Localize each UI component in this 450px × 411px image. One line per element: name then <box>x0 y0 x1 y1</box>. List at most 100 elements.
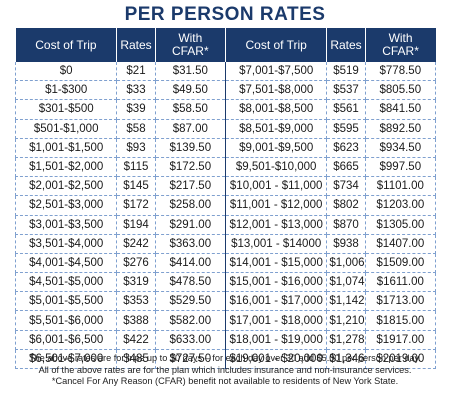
cfar-rate-left: $31.50 <box>155 62 226 82</box>
rates-table: Cost of Trip Rates With CFAR* Cost of Tri… <box>14 28 437 370</box>
cfar-rate-left: $87.00 <box>155 119 226 139</box>
rate-right: $734 <box>326 176 366 197</box>
cfar-rate-left: $172.50 <box>155 157 226 178</box>
cost-right: $12,001 - $13,000 <box>224 215 328 235</box>
cfar-rate-left: $414.00 <box>155 253 226 274</box>
header-cfar-line1: With <box>388 31 413 45</box>
rate-right: $1,278 <box>326 330 366 350</box>
cost-left: $1-$300 <box>14 80 118 101</box>
rate-left: $21 <box>116 62 156 82</box>
rate-right: $1,006 <box>326 253 366 274</box>
table-row: $5,501-$6,000 $388 $582.00 $17,001 - $18,00… <box>14 310 437 331</box>
rate-right: $1,210 <box>326 310 366 331</box>
header-cost-of-trip-left: Cost of Trip <box>15 28 118 62</box>
table-row: $4,001-$4,500 $276 $414.00 $14,001 - $15,00… <box>14 253 437 274</box>
rate-right: $519 <box>326 62 366 82</box>
rate-left: $485 <box>116 349 156 370</box>
rate-left: $58 <box>116 119 156 139</box>
table-row: $2,001-$2,500 $145 $217.50 $10,001 - $11,00… <box>14 176 437 197</box>
cost-right: $18,001 - $19,000 <box>224 330 328 350</box>
cfar-rate-right: $1101.00 <box>365 176 437 197</box>
cfar-rate-left: $139.50 <box>155 138 226 158</box>
cost-right: $7,001-$7,500 <box>224 62 328 82</box>
footnotes: The above rates are for trips up to 30 d… <box>0 353 450 388</box>
cost-right: $7,501-$8,000 <box>224 80 328 101</box>
cfar-rate-right: $805.50 <box>365 80 437 101</box>
cfar-rate-right: $1611.00 <box>365 272 437 293</box>
cfar-rate-right: $1203.00 <box>365 195 437 216</box>
cfar-rate-left: $58.50 <box>155 99 226 120</box>
rate-left: $145 <box>116 176 156 197</box>
cost-right: $15,001 - $16,000 <box>224 272 328 293</box>
cost-left: $5,501-$6,000 <box>14 310 118 331</box>
cfar-rate-left: $363.00 <box>155 234 226 254</box>
rate-left: $242 <box>116 234 156 254</box>
cost-left: $4,001-$4,500 <box>14 253 118 274</box>
header-cfar-left: With CFAR* <box>155 28 226 62</box>
cost-left: $3,001-$3,500 <box>14 215 118 235</box>
cost-right: $16,001 - $17,000 <box>224 291 328 312</box>
header-rates-right: Rates <box>326 28 366 62</box>
header-cfar-right: With CFAR* <box>365 28 436 62</box>
cfar-rate-left: $633.00 <box>155 330 226 350</box>
table-row: $5,001-$5,500 $353 $529.50 $16,001 - $17,00… <box>14 291 437 312</box>
cfar-rate-left: $529.50 <box>155 291 226 312</box>
table-row: $301-$500 $39 $58.50 $8,001-$8,500 $561 $841.… <box>14 99 437 120</box>
cfar-rate-right: $1917.00 <box>365 330 437 350</box>
header-row: Cost of Trip Rates With CFAR* Cost of Tri… <box>15 28 436 62</box>
cfar-rate-right: $892.50 <box>365 119 437 139</box>
cost-left: $501-$1,000 <box>14 119 118 139</box>
cost-left: $2,501-$3,000 <box>14 195 118 216</box>
rates-table-body: $0 $21 $31.50 $7,001-$7,500 $519 $778.50 $1-$3… <box>14 62 437 370</box>
header-rates-left: Rates <box>116 28 156 62</box>
cost-left: $3,501-$4,000 <box>14 234 118 254</box>
cfar-rate-left: $49.50 <box>155 80 226 101</box>
cfar-rate-right: $778.50 <box>365 62 437 82</box>
page-title: PER PERSON RATES <box>124 4 326 25</box>
rate-left: $353 <box>116 291 156 312</box>
cost-left: $5,001-$5,500 <box>14 291 118 312</box>
rate-right: $1,346 <box>326 349 366 370</box>
rate-left: $93 <box>116 138 156 158</box>
cfar-rate-right: $1713.00 <box>365 291 437 312</box>
cost-right: $17,001 - $18,000 <box>224 310 328 331</box>
cost-left: $6,001-$6,500 <box>14 330 118 350</box>
table-row: $1-$300 $33 $49.50 $7,501-$8,000 $537 $805.50 <box>14 80 437 101</box>
cfar-rate-right: $997.50 <box>365 157 437 178</box>
cost-right: $11,001 - $12,000 <box>224 195 328 216</box>
rate-left: $33 <box>116 80 156 101</box>
cost-left: $301-$500 <box>14 99 118 120</box>
cost-left: $2,001-$2,500 <box>14 176 118 197</box>
rate-right: $938 <box>326 234 366 254</box>
table-row: $1,501-$2,000 $115 $172.50 $9,501-$10,000 $6… <box>14 157 437 178</box>
footnote-plan-scope: All of the above rates are for the plan … <box>38 364 412 375</box>
rate-right: $665 <box>326 157 366 178</box>
rate-left: $388 <box>116 310 156 331</box>
table-row: $3,001-$3,500 $194 $291.00 $12,001 - $13,00… <box>14 215 437 235</box>
cost-right: $10,001 - $11,000 <box>224 176 328 197</box>
cost-left: $1,501-$2,000 <box>14 157 118 178</box>
cfar-rate-right: $2019.00 <box>365 349 437 370</box>
cfar-rate-left: $727.50 <box>155 349 226 370</box>
cost-left: $0 <box>14 62 118 82</box>
rate-right: $870 <box>326 215 366 235</box>
cfar-rate-right: $1509.00 <box>365 253 437 274</box>
footnote-cfar-exclusion: *Cancel For Any Reason (CFAR) benefit no… <box>51 376 399 386</box>
cfar-rate-right: $934.50 <box>365 138 437 158</box>
table-row: $6,001-$6,500 $422 $633.00 $18,001 - $19,00… <box>14 330 437 350</box>
header-cfar-line2: CFAR* <box>171 44 209 58</box>
rate-right: $1,142 <box>326 291 366 312</box>
table-row: $2,501-$3,000 $172 $258.00 $11,001 - $12,00… <box>14 195 437 216</box>
cfar-rate-right: $1407.00 <box>365 234 437 254</box>
rate-right: $595 <box>326 119 366 139</box>
cfar-rate-left: $217.50 <box>155 176 226 197</box>
rate-right: $802 <box>326 195 366 216</box>
table-row: $1,001-$1,500 $93 $139.50 $9,001-$9,500 $623… <box>14 138 437 158</box>
cfar-rate-left: $258.00 <box>155 195 226 216</box>
rate-left: $422 <box>116 330 156 350</box>
cfar-rate-left: $478.50 <box>155 272 226 293</box>
table-row: $501-$1,000 $58 $87.00 $8,501-$9,000 $595 $89… <box>14 119 437 139</box>
cfar-rate-right: $1305.00 <box>365 215 437 235</box>
footnote-day-surcharge: The above rates are for trips up to 30 d… <box>28 353 422 363</box>
cost-right: $9,501-$10,000 <box>224 157 328 178</box>
